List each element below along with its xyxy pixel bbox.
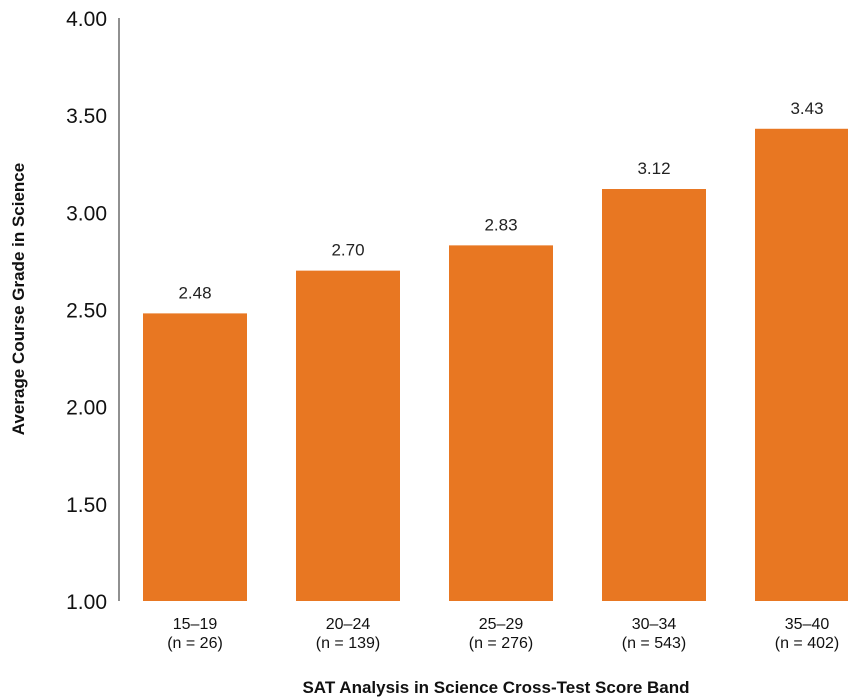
- x-sample-size-label: (n = 139): [316, 635, 380, 652]
- y-tick-label: 2.00: [66, 397, 107, 420]
- x-axis-title: SAT Analysis in Science Cross-Test Score…: [302, 678, 689, 697]
- bar: [449, 245, 553, 601]
- bar-value-label: 3.43: [790, 99, 823, 118]
- y-axis-title: Average Course Grade in Science: [9, 163, 28, 435]
- y-tick-label: 1.00: [66, 591, 107, 614]
- y-tick-label: 3.50: [66, 105, 107, 128]
- y-tick-label: 3.00: [66, 202, 107, 225]
- bars: [143, 128, 848, 601]
- y-tick-label: 4.00: [66, 8, 107, 31]
- x-sample-size-label: (n = 543): [622, 635, 686, 652]
- x-category-label: 35–40: [785, 616, 830, 633]
- bar-value-label: 2.83: [484, 215, 517, 234]
- y-tick-label: 1.50: [66, 494, 107, 517]
- y-tick-label: 2.50: [66, 300, 107, 323]
- bar-value-label: 2.48: [178, 283, 211, 302]
- value-labels: 2.48 2.70 2.83 3.12 3.43: [178, 99, 823, 303]
- x-sample-size-label: (n = 402): [775, 635, 839, 652]
- x-category-label: 30–34: [632, 616, 677, 633]
- x-sample-size-label: (n = 26): [167, 635, 223, 652]
- x-category-label: 20–24: [326, 616, 371, 633]
- x-category-label: 15–19: [173, 616, 218, 633]
- bar: [755, 128, 848, 601]
- x-category-label: 25–29: [479, 616, 524, 633]
- bar: [296, 270, 400, 601]
- x-axis-labels: 15–19 (n = 26) 20–24 (n = 139) 25–29 (n = 276…: [167, 616, 839, 652]
- x-sample-size-label: (n = 276): [469, 635, 533, 652]
- bar: [602, 189, 706, 601]
- bar-value-label: 2.70: [331, 241, 364, 260]
- y-axis-ticks: 1.00 1.50 2.00 2.50 3.00 3.50 4.00: [66, 8, 107, 614]
- bar-value-label: 3.12: [637, 159, 670, 178]
- bar: [143, 313, 247, 601]
